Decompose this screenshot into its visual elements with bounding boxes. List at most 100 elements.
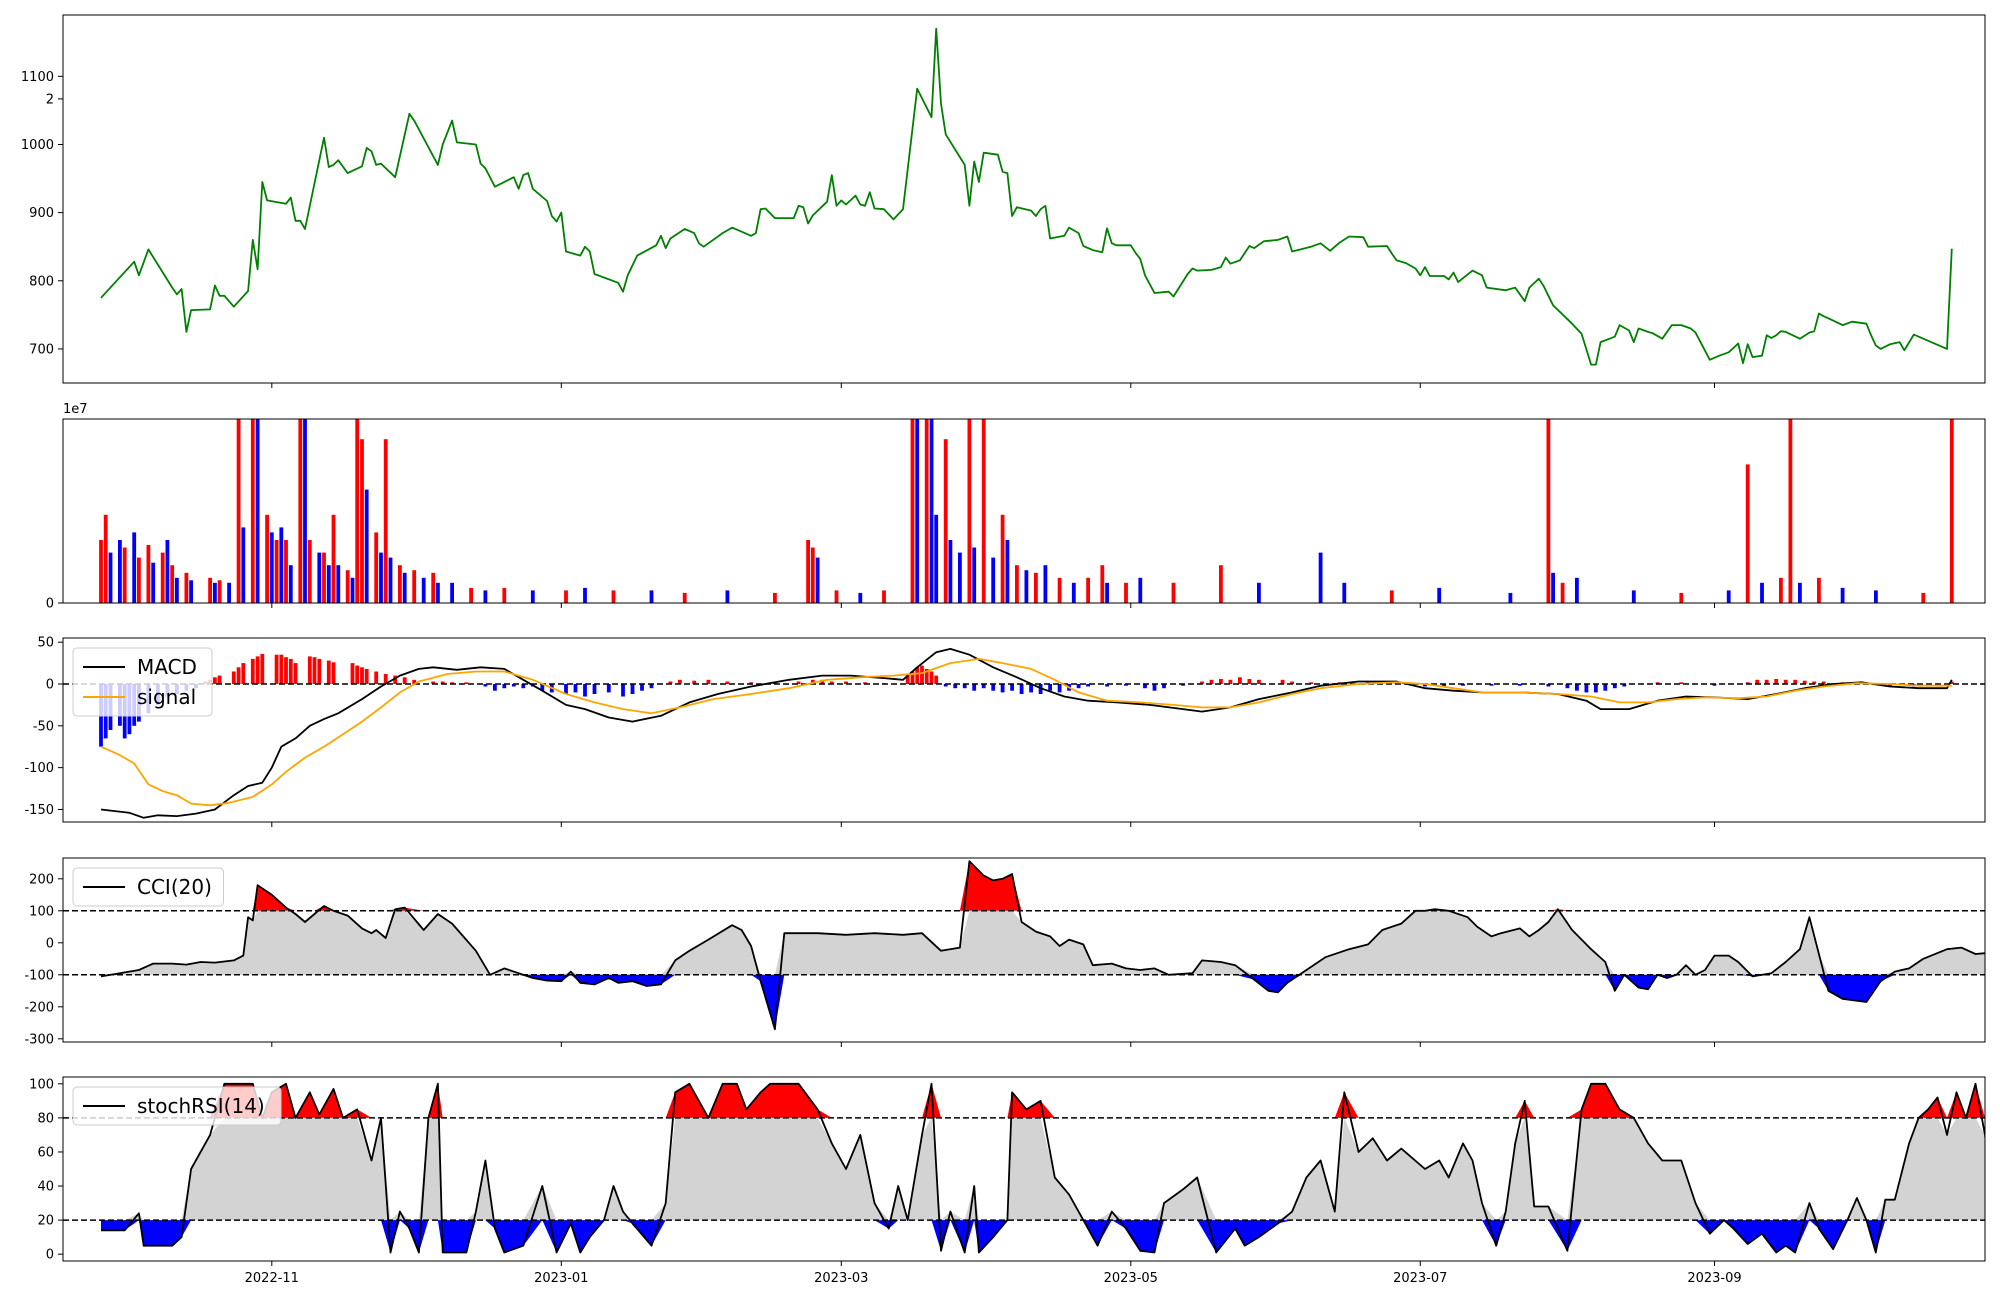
histogram-bar — [972, 684, 977, 691]
histogram-bar — [1949, 681, 1954, 684]
volume-bar — [284, 540, 288, 603]
volume-bar — [469, 587, 473, 603]
volume-bar — [298, 419, 303, 603]
plot-area — [63, 648, 1985, 819]
histogram-bar — [393, 675, 398, 684]
legend: MACD signal — [72, 647, 213, 717]
volume-bar — [250, 419, 255, 603]
histogram-bar — [829, 681, 834, 684]
legend-box — [72, 1086, 282, 1126]
oversold-fill — [101, 974, 1985, 1030]
volume-bar — [288, 565, 293, 603]
volume-bar — [241, 527, 246, 603]
volume-bar — [364, 489, 369, 603]
y-tick-label: 900 — [29, 206, 54, 221]
histogram-bar — [1622, 684, 1627, 687]
histogram-bar — [241, 663, 246, 684]
volume-bar — [146, 545, 151, 603]
histogram-bar — [1546, 684, 1551, 687]
histogram-bar — [1423, 684, 1427, 687]
histogram-bar — [1309, 682, 1313, 684]
histogram-bar — [502, 684, 507, 689]
volume-bar — [1071, 582, 1076, 603]
histogram-bar — [943, 684, 948, 687]
panel-1: 700 800 900 1000 1100 — [21, 14, 1986, 388]
histogram-bar — [307, 656, 312, 684]
volume-bar — [236, 419, 241, 603]
volume-bar — [1745, 464, 1750, 603]
volume-bar — [1760, 582, 1764, 603]
y-axis: -300 -200 -100 0 100 200 — [24, 872, 63, 1047]
histogram-bar — [1764, 679, 1769, 684]
histogram-bar — [1712, 684, 1717, 686]
histogram-bar — [583, 684, 587, 697]
volume-bar — [383, 439, 388, 603]
volume-bar — [175, 577, 179, 603]
histogram-bar — [1518, 684, 1522, 686]
volume-bar — [967, 419, 972, 603]
histogram-bar — [440, 681, 445, 684]
oversold-fill — [101, 1220, 1985, 1253]
histogram-bar — [1594, 684, 1598, 693]
volume-bar — [303, 419, 307, 603]
volume-bar — [189, 580, 193, 603]
histogram-bar — [374, 671, 379, 684]
histogram-bar — [255, 656, 260, 684]
volume-bar — [958, 552, 962, 603]
histogram-bar — [749, 682, 753, 684]
volume-bar — [910, 419, 915, 603]
histogram-bar — [217, 675, 222, 684]
histogram-bar — [1793, 679, 1798, 684]
volume-bar — [929, 419, 934, 603]
volume-bar — [649, 590, 654, 603]
histogram-bar — [678, 679, 682, 684]
macd-line — [100, 648, 1953, 819]
overbought-fill — [101, 1083, 1985, 1118]
plot-area — [100, 27, 1953, 366]
volume-bar — [269, 532, 274, 603]
volume-bar — [1124, 582, 1128, 603]
volume-bar — [1546, 419, 1551, 603]
volume-bar — [1508, 592, 1513, 603]
volume-bar — [934, 514, 939, 603]
volume-bar — [374, 532, 379, 603]
y-tick-label: 40 — [37, 1180, 54, 1195]
volume-bar — [307, 540, 312, 603]
volume-bar — [1005, 540, 1010, 603]
histogram-bar — [360, 667, 364, 684]
histogram-bar — [1057, 684, 1062, 693]
histogram-bar — [1000, 684, 1005, 693]
volume-bar — [450, 582, 454, 603]
histogram-bar — [1200, 681, 1204, 684]
volume-bar — [882, 590, 886, 603]
volume-bar — [213, 582, 217, 603]
volume-bar — [1219, 565, 1223, 603]
volume-bar — [1257, 582, 1261, 603]
plot-area — [99, 419, 1954, 603]
histogram-bar — [573, 684, 578, 693]
volume-bar — [1043, 565, 1048, 603]
volume-bar — [1105, 582, 1109, 603]
histogram-bar — [1290, 681, 1294, 684]
histogram-bar — [1603, 684, 1608, 691]
histogram-bar — [915, 667, 920, 684]
volume-bar — [1840, 587, 1845, 603]
histogram-bar — [962, 684, 967, 689]
legend: CCI(20) — [72, 867, 224, 907]
volume-bar — [972, 547, 977, 603]
volume-bar — [184, 572, 189, 603]
histogram-bar — [934, 675, 939, 684]
histogram-bar — [1124, 684, 1128, 686]
histogram-bar — [317, 658, 322, 684]
y-axis: 0 20 40 60 80 100 — [29, 1077, 63, 1263]
histogram-bar — [1019, 684, 1024, 694]
histogram-bar — [725, 681, 730, 684]
histogram-bar — [402, 677, 407, 684]
histogram-bar — [1565, 684, 1570, 689]
legend-box — [72, 647, 213, 717]
histogram-bar — [511, 684, 516, 687]
y-tick-label: -300 — [24, 1032, 54, 1047]
y-tick-label: 1100 — [21, 70, 54, 85]
volume-bar — [1171, 582, 1176, 603]
volume-bar — [858, 592, 863, 603]
